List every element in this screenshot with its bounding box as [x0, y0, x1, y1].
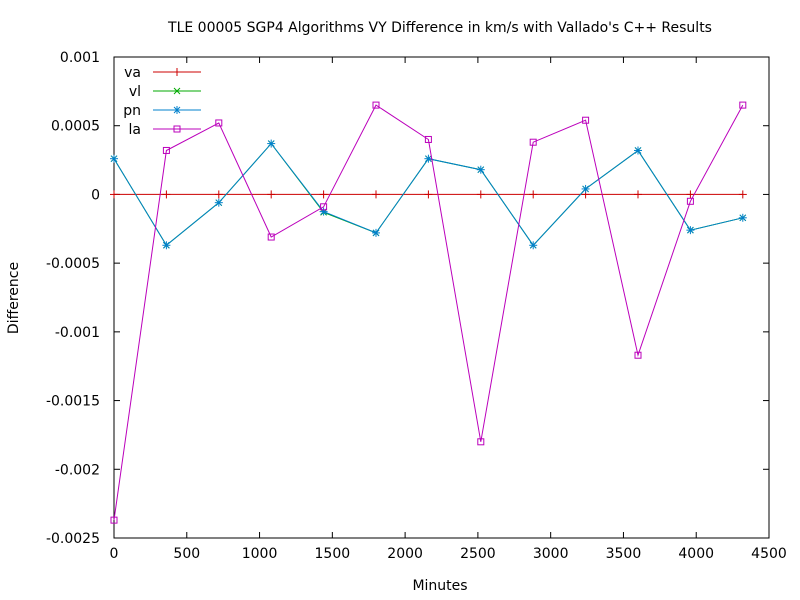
y-tick-label: 0 [91, 187, 100, 203]
data-point-pn [581, 184, 590, 193]
legend-marker-vl-b [173, 87, 181, 95]
legend-marker-pn-b [173, 106, 181, 114]
legend-label: vl [129, 84, 141, 100]
data-point-va [162, 190, 171, 199]
data-point-la [582, 116, 590, 124]
data-point-pn [529, 241, 538, 250]
y-tick-label: -0.0005 [46, 256, 100, 272]
data-point-la [267, 233, 275, 241]
legend-entry-vl: vl [129, 84, 201, 100]
x-tick-label: 3000 [533, 546, 569, 562]
data-point-pn [634, 146, 642, 155]
x-tick-label: 2500 [460, 546, 496, 562]
data-point-la [739, 101, 747, 109]
plot-frame [113, 56, 770, 539]
data-point-pn [214, 198, 223, 207]
data-point-la [215, 119, 223, 127]
legend-label: va [124, 65, 141, 81]
data-point-va [634, 190, 642, 199]
data-point-pn-b [163, 241, 170, 249]
data-point-pn [372, 228, 380, 237]
series-layer [110, 101, 747, 524]
data-point-pn [424, 154, 433, 163]
data-point-va [738, 190, 747, 199]
data-point-va [110, 190, 118, 199]
x-tick-label: 0 [110, 546, 119, 562]
legend: va vl pn la [123, 65, 201, 138]
data-point-pn-b [372, 229, 380, 237]
data-point-la [110, 516, 118, 524]
x-tick-label: 1000 [242, 546, 278, 562]
data-point-pn-b [110, 155, 118, 163]
x-tick-label: 1500 [315, 546, 351, 562]
data-point-la [320, 203, 328, 211]
data-point-pn-b [687, 226, 694, 234]
data-point-va [267, 190, 276, 199]
legend-marker-vl [173, 87, 181, 95]
data-point-va [214, 190, 223, 199]
legend-marker-va [173, 68, 181, 76]
series-la [110, 101, 747, 524]
x-tick-label: 4500 [751, 546, 787, 562]
data-point-la [372, 101, 380, 109]
data-point-pn-b [215, 199, 223, 207]
y-tick-label: -0.001 [55, 325, 100, 341]
data-point-va [686, 190, 695, 199]
x-tick-label: 4000 [678, 546, 714, 562]
series-line-la [113, 104, 744, 521]
y-tick-label: -0.002 [55, 462, 100, 478]
data-point-pn-b [529, 241, 537, 249]
y-tick-label: 0.001 [60, 50, 100, 66]
axes: 0 500 1000 1500 2000 2500 3000 3500 4000 4500 0.00… [46, 50, 787, 562]
x-tick-label: 500 [173, 546, 200, 562]
data-point-pn-b [634, 147, 642, 154]
data-point-pn-b [739, 214, 747, 222]
data-point-la [477, 438, 485, 446]
series-pn [110, 139, 747, 250]
data-point-la [634, 351, 642, 359]
y-tick-label: -0.0025 [46, 531, 100, 547]
data-point-pn-b [582, 185, 589, 193]
data-point-pn-b [425, 155, 432, 163]
y-tick-label: 0.0005 [51, 119, 100, 135]
legend-label: pn [123, 103, 141, 119]
legend-marker-la [173, 125, 181, 133]
x-tick-label: 3500 [606, 546, 642, 562]
data-point-va [424, 190, 433, 199]
data-point-la [424, 135, 432, 143]
data-point-pn [110, 154, 118, 163]
legend-label: la [129, 122, 141, 138]
y-axis-label: Difference [6, 262, 22, 334]
data-point-va [319, 190, 328, 199]
data-point-pn [267, 139, 276, 148]
legend-entry-la: la [129, 122, 201, 138]
data-point-pn [476, 165, 485, 174]
data-point-pn [738, 213, 747, 222]
data-point-va [476, 190, 485, 199]
data-point-va [529, 190, 538, 199]
chart-title: TLE 00005 SGP4 Algorithms VY Difference … [167, 20, 712, 36]
data-point-pn [162, 241, 171, 250]
data-point-va [372, 190, 380, 199]
legend-entry-va: va [124, 65, 201, 81]
series-va [110, 190, 747, 199]
legend-entry-pn: pn [123, 103, 201, 119]
data-point-pn-b [477, 166, 485, 174]
data-point-la [529, 138, 537, 146]
y-tick-label: -0.0015 [46, 394, 100, 410]
x-axis-label: Minutes [412, 578, 467, 594]
legend-marker-pn [173, 106, 181, 114]
x-tick-label: 2000 [387, 546, 423, 562]
data-point-la [162, 146, 170, 154]
data-point-pn [686, 226, 695, 235]
data-point-pn-b [267, 140, 275, 147]
data-point-la [686, 197, 694, 205]
